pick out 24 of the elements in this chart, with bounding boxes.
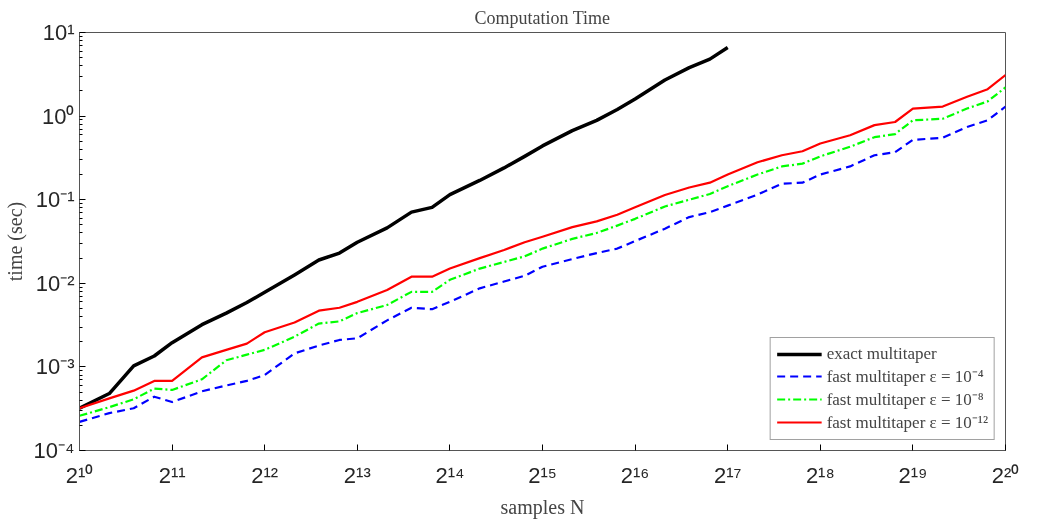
x-tick-label: 2¹³ — [343, 462, 371, 488]
legend-label: fast multitaper ε = 10⁻⁸ — [826, 389, 984, 410]
legend-label: fast multitaper ε = 10⁻⁴ — [826, 366, 984, 387]
y-tick-label: 10¹ — [42, 20, 75, 45]
x-tick-label: 2¹¹ — [158, 462, 186, 488]
y-tick-label: 10⁻³ — [35, 354, 75, 380]
legend-label: exact multitaper — [826, 344, 937, 364]
chart-title: Computation Time — [474, 7, 611, 28]
x-tick-label: 2¹⁸ — [805, 462, 835, 488]
x-tick-label: 2¹² — [251, 462, 279, 488]
x-tick-label: 2¹⁵ — [528, 462, 557, 488]
y-tick-label: 10⁰ — [42, 103, 75, 129]
y-tick-label: 10⁻² — [35, 270, 75, 296]
x-tick-label: 2²⁰ — [991, 462, 1020, 488]
x-tick-label: 2¹⁶ — [620, 462, 650, 488]
x-tick-label: 2¹⁹ — [898, 462, 928, 488]
y-tick-label: 10⁻⁴ — [33, 438, 75, 463]
y-tick-label: 10⁻¹ — [35, 187, 75, 213]
x-axis-title: samples N — [500, 495, 585, 519]
x-tick-label: 2¹⁷ — [713, 462, 742, 488]
x-tick-label: 2¹⁰ — [65, 462, 94, 488]
x-tick-label: 2¹⁴ — [435, 462, 465, 488]
legend-label: fast multitaper ε = 10⁻¹² — [826, 412, 988, 433]
y-axis-title: time (sec) — [3, 201, 27, 282]
